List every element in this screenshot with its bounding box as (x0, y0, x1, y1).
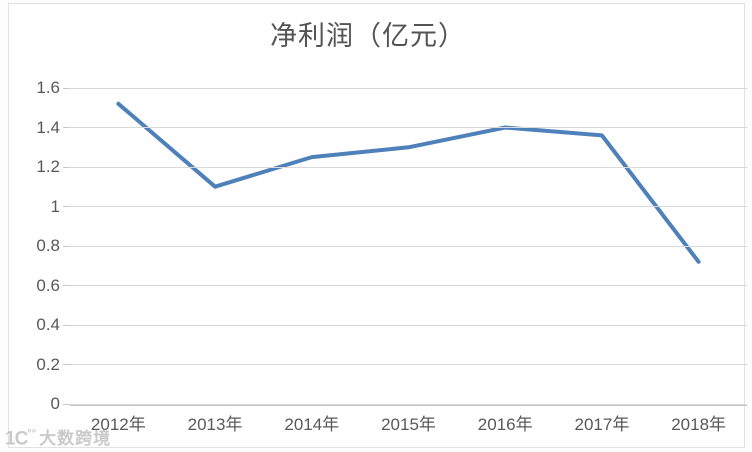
y-axis-tick (63, 87, 70, 89)
gridline (70, 166, 747, 168)
y-axis-tick (63, 127, 70, 128)
watermark-text: 大数跨境 (39, 429, 112, 449)
y-axis-label: 1.4 (36, 117, 60, 137)
gridline (70, 87, 747, 89)
y-axis-tick (63, 245, 70, 247)
y-axis-tick (63, 324, 70, 326)
x-axis-label: 2014年 (284, 415, 340, 434)
gridline (70, 127, 747, 128)
x-axis-label: 2017年 (574, 415, 630, 434)
chart-title: 净利润（亿元） (270, 21, 466, 52)
y-axis-tick (63, 166, 70, 168)
y-axis-label: 0.4 (36, 315, 60, 334)
watermark: 1C°° 大数跨境 (5, 424, 111, 449)
y-axis-label: 0.2 (36, 354, 60, 374)
y-axis-label: 1 (50, 196, 60, 216)
y-axis-tick (63, 206, 70, 207)
y-axis-tick (63, 285, 70, 286)
chart-frame (8, 3, 745, 448)
y-axis-tick (63, 403, 70, 405)
y-axis-label: 1.2 (36, 157, 60, 176)
x-axis-label: 2016年 (477, 415, 533, 434)
gridline (70, 324, 747, 326)
gridline (70, 206, 747, 207)
gridline (70, 245, 747, 247)
y-axis-label: 0.6 (36, 275, 60, 295)
x-axis-label: 2018年 (671, 415, 727, 434)
y-axis-label: 1.6 (36, 78, 60, 97)
y-axis-label: 0 (50, 394, 60, 413)
gridline (70, 285, 747, 286)
x-axis-label: 2012年 (90, 415, 146, 434)
series-polyline (116, 101, 701, 264)
gridline (70, 364, 747, 365)
y-axis-tick (63, 364, 70, 365)
x-axis-label: 2015年 (381, 415, 436, 434)
x-axis-line (70, 404, 747, 406)
gridline (70, 403, 747, 405)
watermark-logo-icon: 1C°° (5, 428, 37, 450)
x-axis-label: 2013年 (187, 415, 243, 434)
y-axis-label: 0.8 (36, 236, 60, 255)
